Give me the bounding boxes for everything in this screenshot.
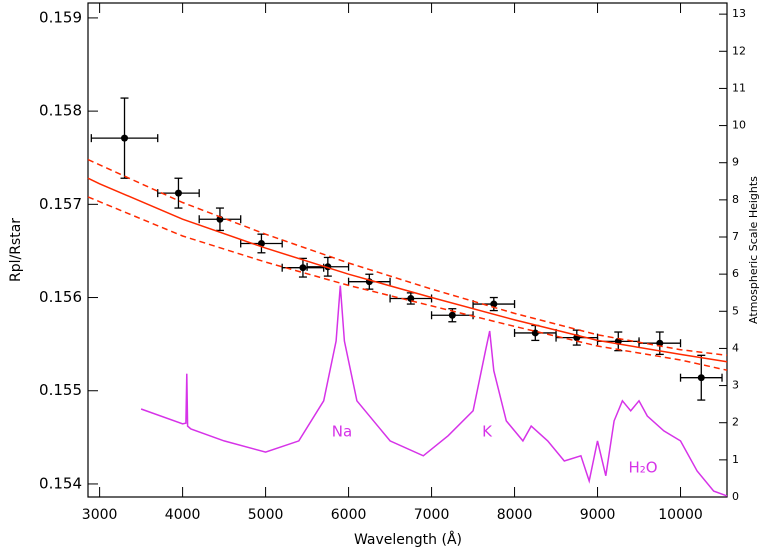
fit-line: [87, 158, 728, 357]
y2-tick-label: 9: [732, 156, 739, 169]
y-tick-label: 0.156: [39, 288, 82, 306]
y2-tick-label: 5: [732, 304, 739, 317]
data-point: [531, 329, 539, 337]
x-tick-label: 9000: [580, 507, 616, 523]
fit-line: [87, 196, 728, 371]
y-tick-label: 0.155: [39, 381, 82, 399]
annotation: H₂O: [628, 459, 657, 477]
annotation: K: [482, 423, 493, 441]
y2-tick-label: 2: [732, 416, 739, 429]
y2-tick-label: 6: [732, 267, 739, 280]
data-point: [407, 294, 415, 302]
data-point: [448, 311, 456, 319]
x-tick-label: 6000: [331, 507, 367, 523]
x-axis-label: Wavelength (Å): [354, 531, 462, 548]
fit-line: [87, 177, 728, 363]
y2-tick-label: 4: [732, 341, 739, 354]
x-tick-label: 3000: [82, 507, 118, 523]
model-spectrum: [140, 285, 728, 497]
data-point: [121, 134, 129, 142]
data-point: [490, 300, 498, 308]
y-tick-label: 0.159: [39, 8, 82, 26]
y-tick-label: 0.154: [39, 474, 82, 492]
y2-tick-label: 1: [732, 453, 739, 466]
y-axis-label: Rpl/Rstar: [8, 218, 24, 282]
y2-tick-label: 12: [732, 44, 746, 57]
data-point: [257, 239, 265, 247]
plot-frame: [87, 2, 728, 498]
y2-tick-label: 3: [732, 379, 739, 392]
y2-tick-label: 8: [732, 193, 739, 206]
y2-tick-label: 11: [732, 81, 746, 94]
annotation: Na: [332, 423, 352, 441]
data-point: [697, 374, 705, 382]
y2-axis-label: Atmospheric Scale Heights: [747, 176, 760, 324]
y2-tick-label: 13: [732, 7, 746, 20]
data-point: [174, 189, 182, 197]
y2-tick-label: 10: [732, 119, 746, 132]
x-tick-label: 10000: [658, 507, 703, 523]
x-tick-label: 8000: [497, 507, 533, 523]
y-tick-label: 0.157: [39, 195, 82, 213]
y2-tick-label: 0: [732, 490, 739, 503]
x-tick-label: 4000: [165, 507, 201, 523]
y-tick-label: 0.158: [39, 102, 82, 120]
data-point: [299, 264, 307, 272]
x-tick-label: 5000: [248, 507, 284, 523]
y2-tick-label: 7: [732, 230, 739, 243]
x-tick-label: 7000: [414, 507, 450, 523]
